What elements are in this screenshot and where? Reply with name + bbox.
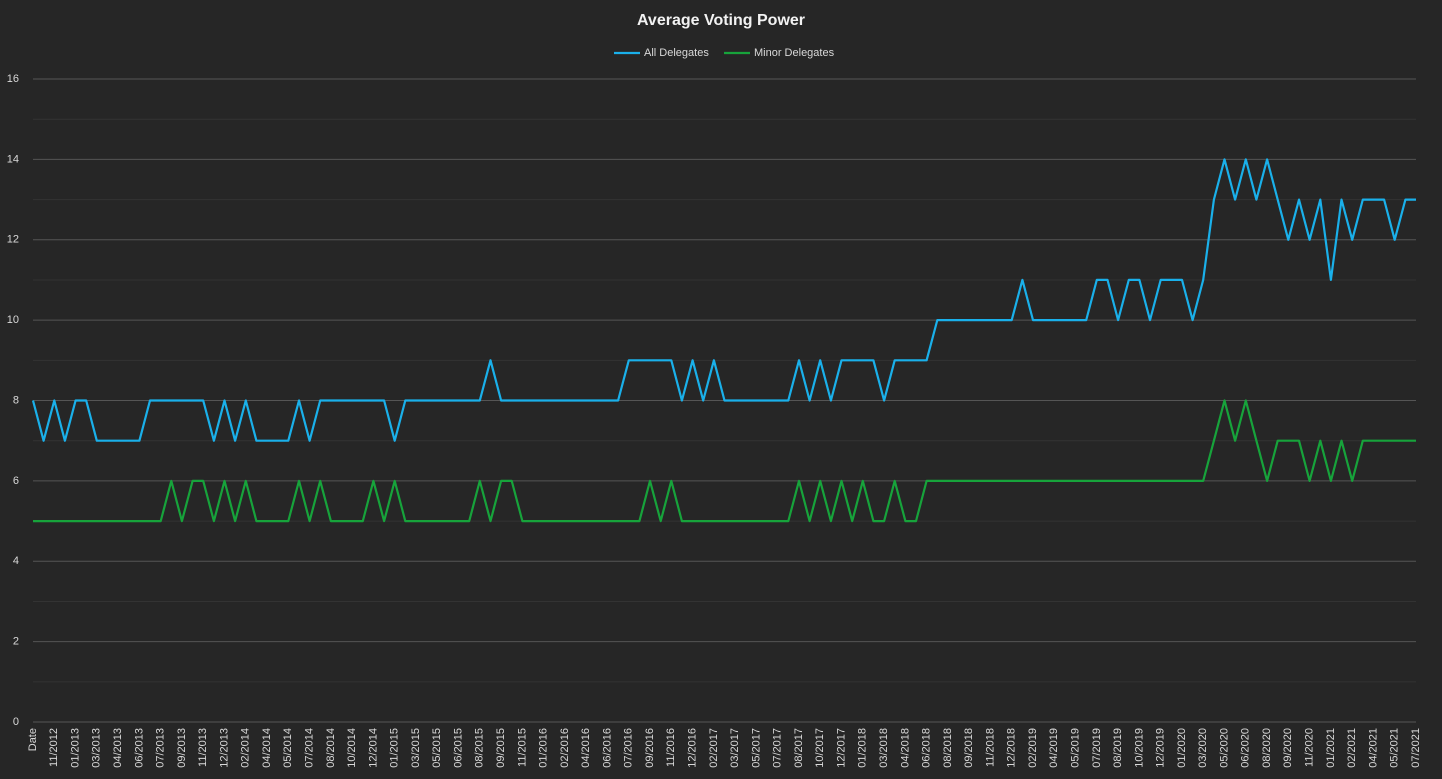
x-tick-label: 02/2021 <box>1346 728 1358 768</box>
x-tick-label: 12/2018 <box>1006 728 1018 768</box>
y-tick-label: 12 <box>7 234 19 246</box>
x-tick-label: 11/2016 <box>665 728 677 767</box>
y-tick-label: 10 <box>7 314 19 326</box>
x-tick-label: 03/2013 <box>91 728 103 768</box>
x-tick-label: 03/2018 <box>878 728 890 768</box>
x-tick-label: 01/2016 <box>538 728 550 768</box>
x-tick-label: 09/2018 <box>963 728 975 768</box>
x-tick-label: 08/2015 <box>474 728 486 768</box>
x-tick-label: 10/2014 <box>346 728 358 768</box>
x-tick-label: 11/2013 <box>197 728 209 767</box>
x-tick-label: 07/2016 <box>623 728 635 768</box>
x-tick-label: 05/2020 <box>1218 728 1230 768</box>
legend-label: Minor Delegates <box>754 47 835 59</box>
x-tick-label: 07/2019 <box>1091 728 1103 768</box>
x-tick-label: 01/2021 <box>1325 728 1337 768</box>
y-tick-label: 4 <box>13 555 19 567</box>
y-tick-label: 2 <box>13 636 19 648</box>
y-tick-label: 16 <box>7 73 19 85</box>
x-tick-label: 12/2017 <box>835 728 847 768</box>
x-tick-label: 01/2013 <box>69 728 81 768</box>
x-tick-label: 04/2018 <box>899 728 911 768</box>
x-tick-label: 09/2016 <box>644 728 656 768</box>
x-tick-label: 05/2014 <box>282 728 294 768</box>
x-tick-label: 03/2017 <box>729 728 741 768</box>
x-tick-label: 08/2014 <box>325 728 337 768</box>
x-tick-label: 06/2018 <box>921 728 933 768</box>
x-tick-label: 01/2018 <box>857 728 869 768</box>
x-tick-label: 08/2018 <box>942 728 954 768</box>
x-tick-label: 12/2013 <box>218 728 230 768</box>
x-tick-label: 04/2019 <box>1048 728 1060 768</box>
x-tick-label: 11/2012 <box>48 728 60 767</box>
x-tick-label: 05/2021 <box>1389 728 1401 768</box>
x-tick-label: 05/2019 <box>1069 728 1081 768</box>
series-line <box>31 158 1416 442</box>
x-tick-label: 01/2020 <box>1176 728 1188 768</box>
x-tick-label: 05/2017 <box>750 728 762 768</box>
x-tick-label: 06/2020 <box>1240 728 1252 768</box>
x-tick-label: Date <box>27 728 39 751</box>
legend-label: All Delegates <box>644 47 709 59</box>
x-tick-label: 04/2021 <box>1367 728 1379 768</box>
x-tick-label: 04/2013 <box>112 728 124 768</box>
x-tick-label: 08/2020 <box>1261 728 1273 768</box>
series-line <box>33 399 1416 523</box>
x-tick-label: 12/2014 <box>367 728 379 768</box>
x-tick-label: 05/2015 <box>431 728 443 768</box>
x-tick-label: 07/2014 <box>304 728 316 768</box>
y-tick-label: 6 <box>13 475 19 487</box>
x-tick-label: 02/2016 <box>559 728 571 768</box>
x-tick-label: 11/2018 <box>984 728 996 767</box>
x-tick-label: 03/2020 <box>1197 728 1209 768</box>
x-tick-label: 02/2017 <box>708 728 720 768</box>
x-tick-label: 06/2013 <box>133 728 145 768</box>
x-tick-label: 10/2019 <box>1133 728 1145 768</box>
x-tick-label: 07/2021 <box>1410 728 1422 768</box>
x-tick-label: 11/2020 <box>1304 728 1316 767</box>
x-tick-label: 04/2014 <box>261 728 273 768</box>
x-tick-label: 09/2020 <box>1282 728 1294 768</box>
x-tick-label: 08/2017 <box>793 728 805 768</box>
chart-title: Average Voting Power <box>637 12 805 29</box>
x-tick-label: 07/2017 <box>772 728 784 768</box>
x-tick-label: 06/2016 <box>601 728 613 768</box>
x-tick-label: 09/2013 <box>176 728 188 768</box>
x-tick-label: 07/2013 <box>155 728 167 768</box>
x-tick-label: 01/2015 <box>389 728 401 768</box>
x-tick-label: 11/2015 <box>516 728 528 767</box>
y-tick-label: 0 <box>13 716 19 728</box>
x-tick-label: 02/2014 <box>240 728 252 768</box>
x-tick-label: 02/2019 <box>1027 728 1039 768</box>
x-tick-label: 08/2019 <box>1112 728 1124 768</box>
x-tick-label: 09/2015 <box>495 728 507 768</box>
x-tick-label: 06/2015 <box>452 728 464 768</box>
x-tick-label: 12/2016 <box>686 728 698 768</box>
x-tick-label: 12/2019 <box>1155 728 1167 768</box>
x-tick-label: 03/2015 <box>410 728 422 768</box>
y-tick-label: 8 <box>13 394 19 406</box>
x-tick-label: 10/2017 <box>814 728 826 768</box>
x-tick-label: 04/2016 <box>580 728 592 768</box>
y-tick-label: 14 <box>7 153 19 165</box>
